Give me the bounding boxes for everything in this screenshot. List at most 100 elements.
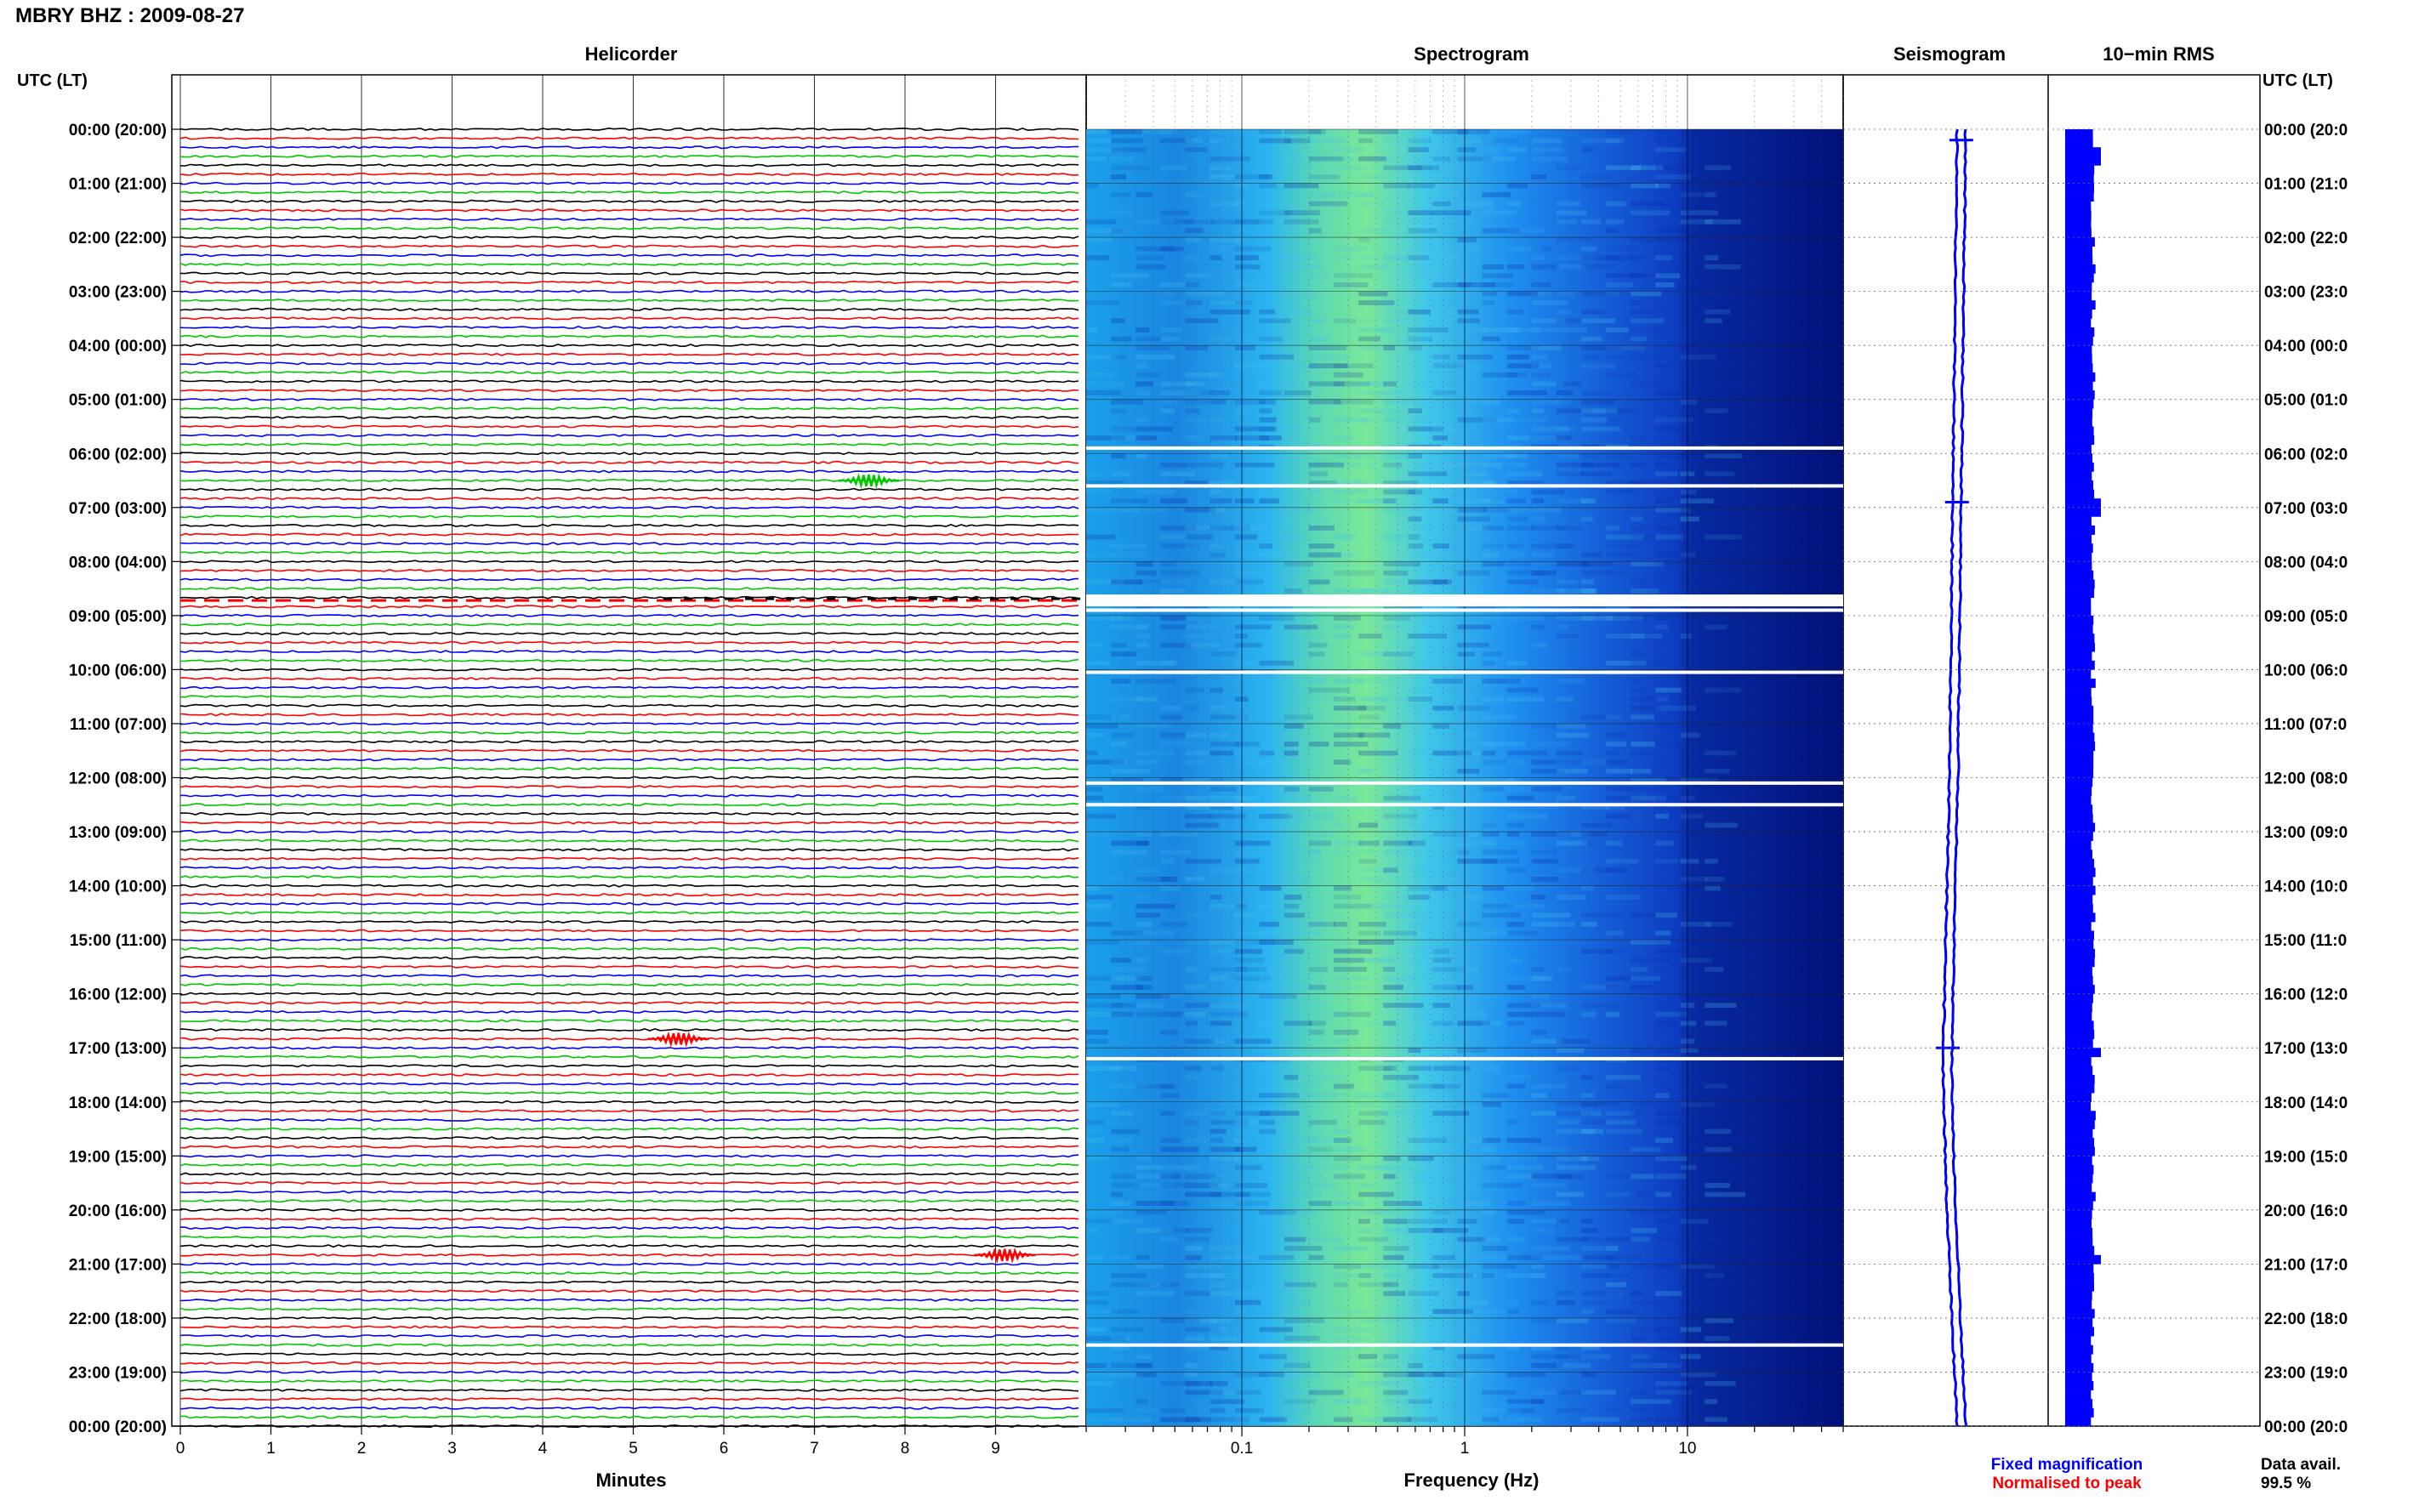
spectrogram-texture [1556,1291,1574,1296]
spectrogram-texture [1334,1038,1348,1044]
spectrogram-texture [1705,1146,1732,1152]
spectrogram-texture [1705,1164,1745,1170]
helicorder-trace [179,370,1079,374]
spectrogram-texture [1358,903,1386,909]
spectrogram-texture [1358,930,1381,936]
spectrogram-texture [1457,642,1489,648]
spectrogram-texture [1086,885,1100,891]
spectrogram-texture [1531,966,1544,972]
spectrogram-texture [1432,570,1452,576]
spectrogram-texture [1308,273,1332,279]
spectrogram-texture [1457,498,1491,503]
spectrogram-texture [1606,867,1628,873]
spectrogram-texture [1580,426,1621,432]
spectrogram-texture [1111,1191,1123,1197]
spectrogram-texture [1086,138,1113,144]
spectrogram-texture [1482,282,1514,287]
spectrogram-texture [1631,1407,1649,1413]
spectrogram-texture [1086,579,1124,585]
spectrogram-texture [1680,526,1707,531]
rms-bar [2065,255,2093,265]
spectrogram-texture [1210,1327,1227,1333]
right-time-axis-label: UTC (LT) [2262,71,2333,90]
spectrogram-texture [1506,787,1533,792]
spectrogram-texture [1631,1101,1662,1107]
spectrogram-texture [1334,840,1366,846]
helicorder-trace [179,514,1079,519]
spectrogram-texture [1580,1344,1601,1350]
spectrogram-texture [1111,1219,1144,1225]
spectrogram-texture [1482,930,1508,936]
spectrogram-texture [1308,138,1346,144]
spectrogram-texture [1655,498,1672,503]
helicorder-trace [179,487,1079,492]
spectrogram-texture [1457,507,1487,513]
spectrogram-texture [1606,489,1635,495]
spectrogram-texture [1308,1390,1344,1395]
spectrogram-texture [1234,282,1275,287]
spectrogram-texture [1086,1030,1108,1035]
helicorder-trace [179,127,1079,132]
spectrogram-texture [1631,1111,1643,1117]
spectrogram-texture [1631,1336,1648,1341]
spectrogram-texture [1432,489,1453,495]
spectrogram-texture [1259,390,1283,395]
helicorder-trace [179,460,1079,464]
spectrogram-texture [1283,291,1317,297]
spectrogram-texture [1432,850,1450,855]
helicorder-trace [179,307,1079,311]
spectrogram-texture [1580,363,1616,369]
spectrogram-texture [1631,634,1663,639]
spectrogram-texture [1210,705,1227,711]
spectrogram-texture [1160,858,1175,864]
spectrogram-texture [1506,921,1525,927]
spectrogram-texture [1283,1093,1314,1098]
helicorder-trace [179,874,1079,879]
spectrogram-texture [1136,1156,1152,1162]
spectrogram-texture [1556,679,1585,684]
helicorder-trace [179,1388,1079,1392]
spectrogram-texture [1705,408,1728,414]
helicorder-trace [179,676,1079,681]
spectrogram-texture [1531,1354,1569,1360]
right-time-tick: 21:00 (17:0 [2264,1256,2348,1274]
spectrogram-texture [1334,1246,1368,1251]
spectrogram-texture [1408,1119,1426,1125]
spectrogram-texture [1185,1003,1210,1009]
spectrogram-texture [1482,417,1513,423]
spectrogram-texture [1283,877,1311,882]
spectrogram-texture [1655,534,1683,540]
spectrogram-texture [1283,381,1304,387]
spectrogram-texture [1680,948,1699,954]
spectrogram-texture [1358,291,1388,297]
spectrogram-texture [1334,1138,1352,1143]
spectrogram-texture [1210,246,1233,252]
spectrogram-texture [1160,1407,1186,1413]
spectrogram-texture [1408,579,1448,585]
spectrogram-texture [1086,642,1103,648]
spectrogram-texture [1705,255,1719,261]
spectrogram-texture [1531,624,1545,630]
spectrogram-texture [1358,1164,1392,1170]
spectrogram-texture [1283,624,1318,630]
spectrogram-texture [1580,174,1613,179]
spectrogram-texture [1705,966,1724,972]
helicorder-trace [179,901,1079,906]
spectrogram-texture [1580,885,1594,891]
spectrogram-texture [1283,1317,1324,1323]
spectrogram-texture [1408,526,1435,531]
spectrogram-texture [1358,1228,1372,1233]
spectrogram-texture [1482,1164,1507,1170]
spectrogram-texture [1506,354,1529,360]
spectrogram-texture [1531,1362,1563,1368]
spectrogram-texture [1334,1354,1369,1360]
spectrogram-texture [1580,921,1597,927]
spectrogram-texture [1482,147,1501,152]
spectrogram-texture [1185,1381,1213,1386]
spectrogram-texture [1705,426,1722,432]
spectrogram-texture [1408,1309,1424,1315]
spectrogram-texture [1531,759,1557,765]
spectrogram-texture [1358,1417,1389,1423]
spectrogram-texture [1408,408,1422,414]
